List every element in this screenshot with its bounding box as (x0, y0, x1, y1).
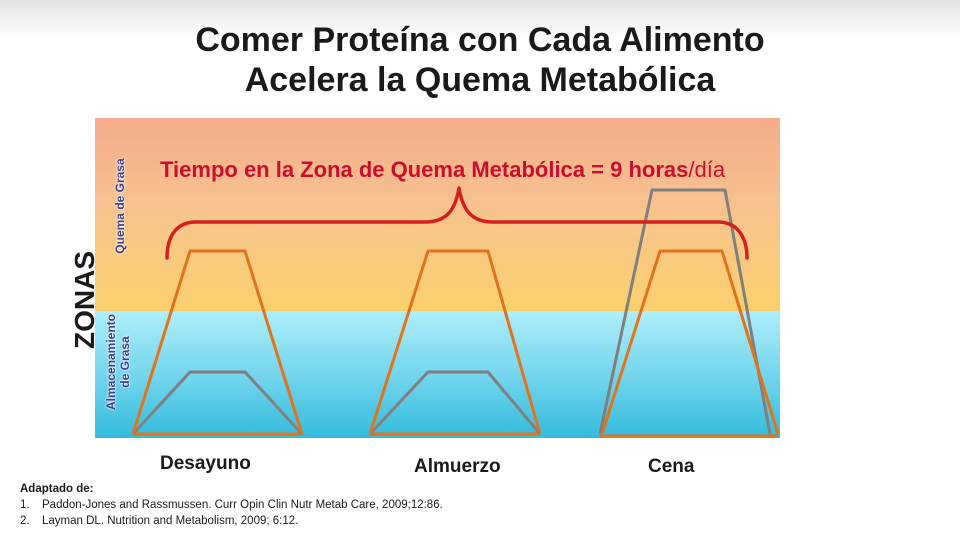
low-protein-curve-lunch (368, 370, 542, 436)
title-line-2: Acelera la Quema Metabólica (244, 61, 716, 99)
headline-unit: /día (688, 157, 726, 182)
slide-title: Comer Proteína con Cada Alimento Acelera… (0, 20, 960, 100)
low-protein-curve-breakfast (131, 370, 304, 436)
protein-curve-dinner (600, 249, 780, 435)
fat-storage-zone (95, 311, 780, 438)
title-line-1: Comer Proteína con Cada Alimento (195, 21, 765, 59)
references: Adaptado de: 1. Paddon-Jones and Rassmuss… (20, 481, 443, 529)
reference-number: 1. (20, 499, 30, 511)
references-heading: Adaptado de: (20, 483, 94, 495)
reference-item: 1. Paddon-Jones and Rassmussen. Curr Opin… (20, 497, 443, 513)
meal-label-dinner: Cena (648, 456, 695, 477)
burn-time-headline: Tiempo en la Zona de Quema Metabólica = … (160, 157, 860, 183)
headline-bold: Tiempo en la Zona de Quema Metabólica = … (160, 157, 689, 182)
fat-burning-zone (95, 118, 780, 311)
meal-label-lunch: Almuerzo (414, 456, 501, 477)
reference-number: 2. (20, 515, 30, 527)
high-peak-curve-dinner (598, 188, 772, 435)
protein-curve-lunch (368, 249, 542, 435)
protein-curve-breakfast (131, 249, 304, 435)
zone-area (95, 118, 780, 438)
reference-text: Layman DL. Nutrition and Metabolism, 200… (42, 515, 299, 527)
reference-text: Paddon-Jones and Rassmussen. Curr Opin C… (42, 499, 443, 511)
reference-item: 2. Layman DL. Nutrition and Metabolism, 2… (20, 513, 443, 529)
meal-label-breakfast: Desayuno (160, 453, 251, 474)
time-span-brace (165, 186, 749, 260)
